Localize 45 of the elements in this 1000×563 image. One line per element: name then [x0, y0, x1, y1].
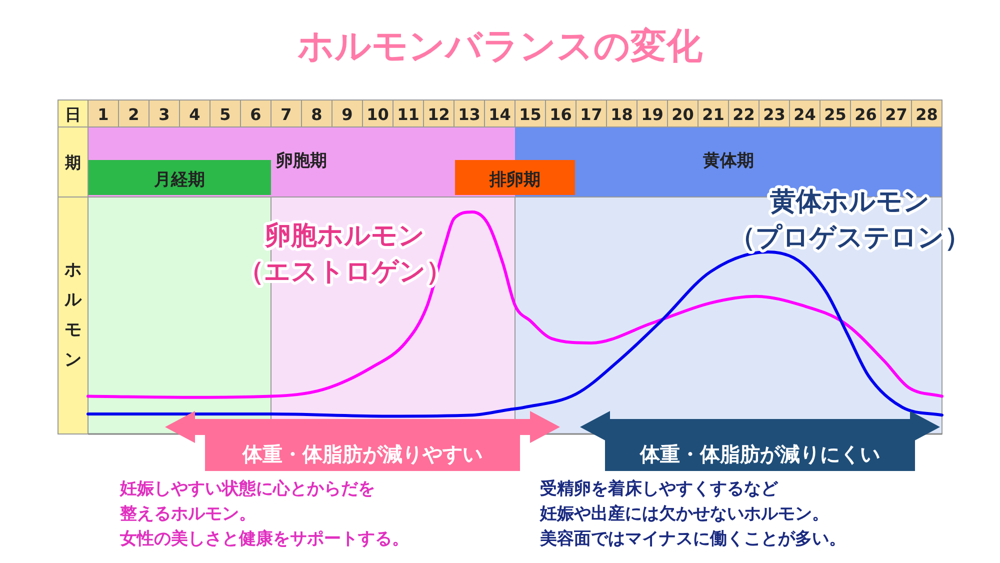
x-tick-label: 5 — [220, 105, 231, 124]
x-tick-label: 1 — [98, 105, 109, 124]
x-tick-label: 2 — [128, 105, 140, 124]
x-tick-label: 6 — [250, 105, 262, 124]
x-tick-label: 12 — [428, 105, 450, 124]
text: 整えるホルモン。 — [119, 504, 256, 524]
band-label: 月経期 — [153, 170, 205, 190]
x-tick-label: 7 — [280, 105, 292, 124]
text: 妊娠や出産には欠かせないホルモン。 — [539, 504, 829, 524]
text: 排卵期 — [488, 170, 540, 190]
x-tick-label: 17 — [580, 105, 602, 124]
x-tick-label: 3 — [158, 105, 170, 124]
x-axis-title: 日 — [65, 105, 81, 124]
x-tick-label: 8 — [311, 105, 322, 124]
x-tick-label: 23 — [763, 105, 786, 124]
x-tick-label: 14 — [488, 105, 511, 124]
text: 美容面ではマイナスに働くことが多い。 — [539, 529, 846, 549]
text: 妊娠しやすい状態に心とからだを — [119, 479, 375, 499]
series-label: 黄体ホルモン（プロゲステロン） — [730, 187, 970, 253]
x-tick-label: 28 — [916, 105, 938, 124]
x-tick-label: 27 — [885, 105, 908, 124]
x-tick-label: 13 — [458, 105, 480, 124]
x-tick-label: 15 — [519, 105, 542, 124]
x-tick-label: 24 — [794, 105, 816, 124]
band-label: 黄体期 — [702, 151, 754, 171]
x-tick-label: 10 — [366, 105, 389, 124]
band-label: 卵胞期 — [275, 151, 327, 171]
x-tick-label: 20 — [672, 105, 694, 124]
x-tick-label: 4 — [189, 105, 200, 124]
chart-title: ホルモンバランスの変化 — [298, 26, 704, 67]
x-tick-label: 11 — [397, 105, 420, 124]
text: 体重・体脂肪が減りにくい — [639, 442, 880, 466]
text: 期 — [64, 153, 81, 172]
x-tick-label: 26 — [854, 105, 877, 124]
x-tick-label: 25 — [824, 105, 846, 124]
x-tick-label: 21 — [702, 105, 724, 124]
x-tick-label: 18 — [610, 105, 633, 124]
y-axis-title: ホルモン — [64, 260, 82, 370]
x-tick-label: 19 — [641, 105, 664, 124]
text: 体重・体脂肪が減りやすい — [242, 442, 482, 466]
text: 女性の美しさと健康をサポートする。 — [119, 529, 409, 549]
x-tick-label: 22 — [732, 105, 755, 124]
text: 受精卵を着床しやすくするなど — [540, 479, 779, 499]
x-tick-label: 9 — [342, 105, 353, 124]
x-tick-label: 16 — [550, 105, 572, 124]
